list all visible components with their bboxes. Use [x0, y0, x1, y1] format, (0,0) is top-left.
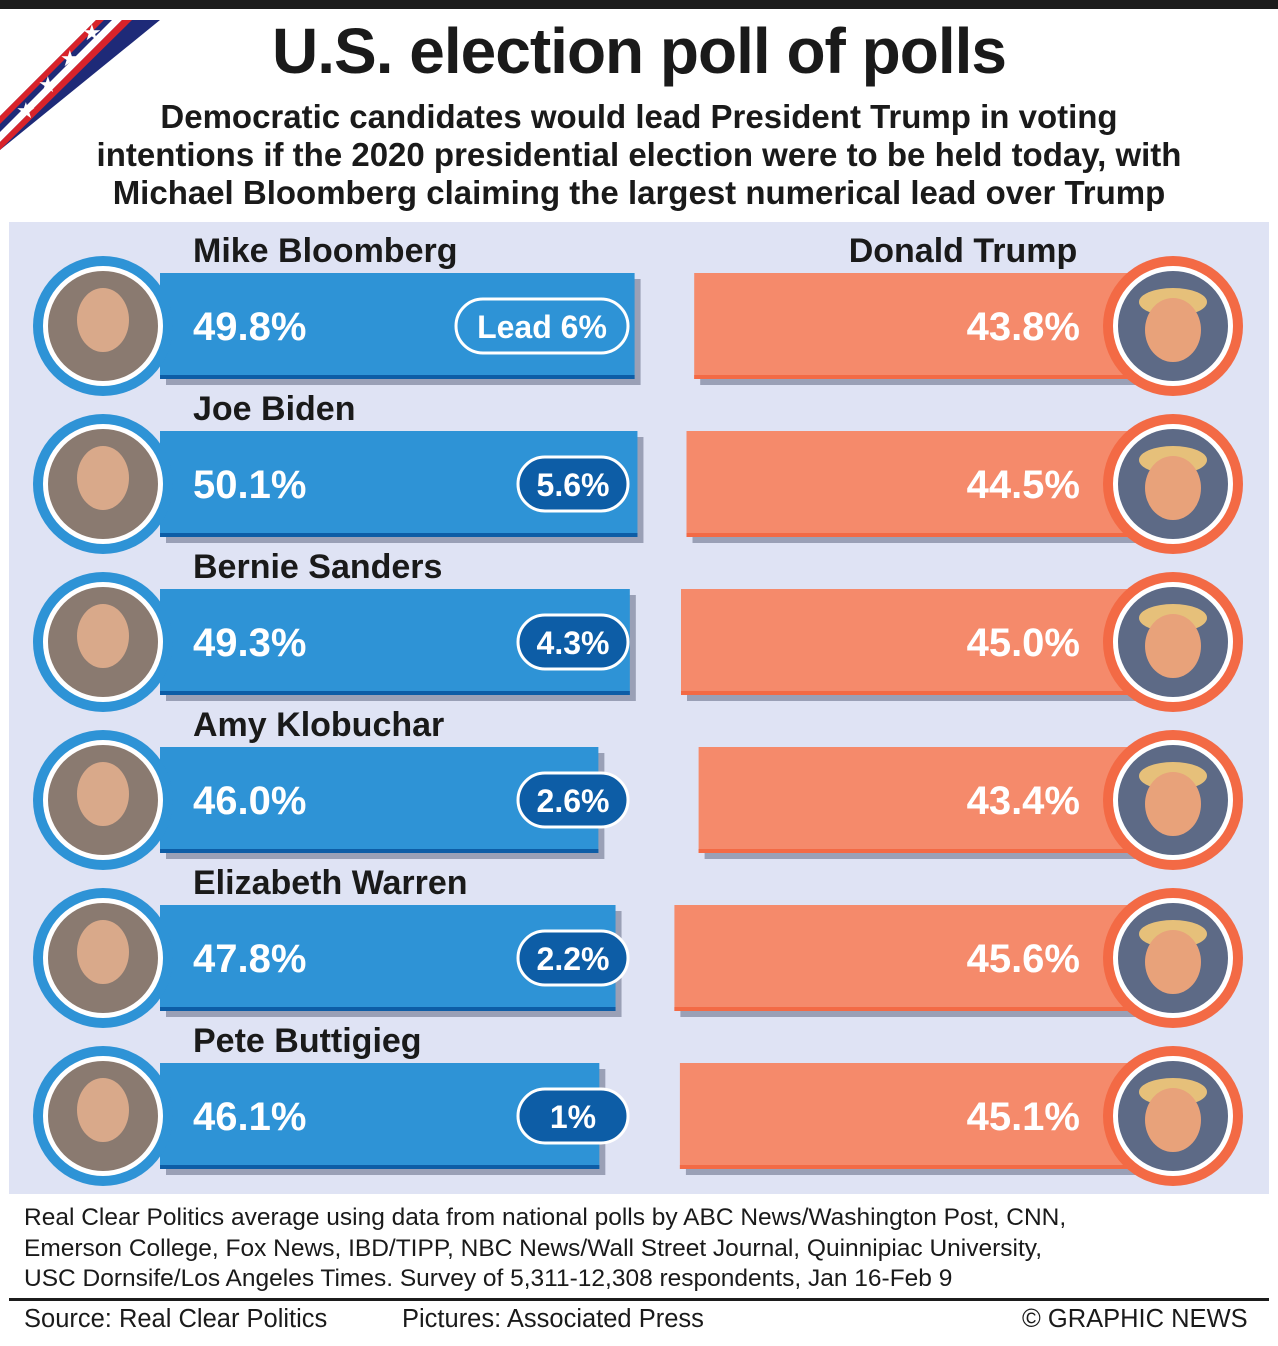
trump-bar-edge: [674, 1007, 1176, 1011]
dem-bar-edge: [160, 375, 635, 379]
note-line: Real Clear Politics average using data f…: [24, 1204, 1067, 1231]
lead-badge: [516, 455, 630, 513]
trump-bar: [674, 905, 1176, 1011]
candidate-face-icon: [77, 920, 129, 984]
subtitle-line: Michael Bloomberg claiming the largest n…: [112, 174, 1166, 211]
lead-value-label: 4.3%: [537, 625, 610, 661]
lead-badge: [516, 1087, 630, 1145]
trump-bar: [698, 747, 1176, 853]
candidate-name: Pete Buttigieg: [193, 1022, 422, 1060]
candidate-name: Mike Bloomberg: [193, 232, 457, 270]
candidate-name: Joe Biden: [193, 390, 355, 428]
trump-bar-edge: [694, 375, 1176, 379]
dem-value-label: 46.1%: [193, 1095, 306, 1139]
lead-badge: [516, 613, 630, 671]
poll-row: Bernie Sanders 49.3% 4.3% 45.0%: [33, 548, 1243, 712]
lead-value-label: 1%: [550, 1099, 596, 1135]
dem-value-label: 50.1%: [193, 463, 306, 507]
trump-face-icon: [1145, 298, 1201, 362]
candidate-name: Elizabeth Warren: [193, 864, 468, 902]
candidate-face-icon: [77, 762, 129, 826]
poll-row: Amy Klobuchar 46.0% 2.6% 43.4%: [33, 706, 1243, 870]
dem-bar-edge: [160, 1165, 600, 1169]
trump-bar-edge: [698, 849, 1176, 853]
trump-value-label: 45.1%: [967, 1095, 1080, 1139]
trump-bar: [686, 431, 1176, 537]
trump-face-icon: [1145, 614, 1201, 678]
dem-bar-edge: [160, 1007, 616, 1011]
dem-bar-edge: [160, 533, 638, 537]
trump-bar: [694, 273, 1176, 379]
trump-face-icon: [1145, 1088, 1201, 1152]
dem-bar-edge: [160, 691, 630, 695]
svg-text:★: ★: [38, 73, 58, 98]
candidate-name: Amy Klobuchar: [193, 706, 444, 744]
lead-badge: [454, 297, 630, 355]
trump-value-label: 45.0%: [967, 621, 1080, 665]
trump-bar-edge: [679, 1165, 1176, 1169]
graphic-news-credit: © GRAPHIC NEWS: [1022, 1305, 1248, 1333]
opponent-name: Donald Trump: [849, 232, 1078, 270]
candidate-face-icon: [77, 604, 129, 668]
poll-row: Joe Biden 50.1% 5.6% 44.5%: [33, 390, 1243, 554]
dem-value-label: 46.0%: [193, 779, 306, 823]
note-line: USC Dornsife/Los Angeles Times. Survey o…: [24, 1265, 953, 1292]
candidate-face-icon: [77, 446, 129, 510]
trump-face-icon: [1145, 456, 1201, 520]
trump-bar-edge: [686, 533, 1176, 537]
methodology-notes: Real Clear Politics average using data f…: [24, 1203, 1254, 1295]
svg-text:★: ★: [16, 99, 36, 124]
lead-badge: [516, 929, 630, 987]
lead-value-label: Lead 6%: [477, 309, 607, 345]
source-credit: Source: Real Clear Politics: [24, 1305, 328, 1333]
page-title: U.S. election poll of polls: [272, 15, 1007, 87]
top-rule: [0, 0, 1278, 9]
svg-text:★: ★: [60, 47, 80, 72]
flag-ribbon-icon: ★ ★ ★ ★: [0, 20, 160, 150]
trump-value-label: 44.5%: [967, 463, 1080, 507]
candidate-face-icon: [77, 288, 129, 352]
candidate-face-icon: [77, 1078, 129, 1142]
dem-bar-edge: [160, 849, 599, 853]
lead-value-label: 2.2%: [537, 941, 610, 977]
subtitle-line: Democratic candidates would lead Preside…: [160, 98, 1118, 135]
trump-value-label: 43.4%: [967, 779, 1080, 823]
subtitle: Democratic candidates would lead Preside…: [30, 98, 1248, 212]
lead-badge: [516, 771, 630, 829]
trump-bar-edge: [681, 691, 1176, 695]
trump-value-label: 45.6%: [967, 937, 1080, 981]
footer-rule: [9, 1298, 1269, 1301]
poll-row: Mike Bloomberg 49.8% Lead 6% 43.8%: [33, 232, 1243, 396]
trump-face-icon: [1145, 930, 1201, 994]
poll-row: Elizabeth Warren 47.8% 2.2% 45.6%: [33, 864, 1243, 1028]
subtitle-line: intentions if the 2020 presidential elec…: [96, 136, 1182, 173]
lead-value-label: 2.6%: [537, 783, 610, 819]
trump-face-icon: [1145, 772, 1201, 836]
poll-row: Pete Buttigieg 46.1% 1% 45.1%: [33, 1022, 1243, 1186]
note-line: Emerson College, Fox News, IBD/TIPP, NBC…: [24, 1234, 1043, 1262]
trump-bar: [679, 1063, 1176, 1169]
dem-value-label: 47.8%: [193, 937, 306, 981]
dem-value-label: 49.3%: [193, 621, 306, 665]
svg-text:★: ★: [82, 21, 102, 46]
lead-value-label: 5.6%: [537, 467, 610, 503]
dem-value-label: 49.8%: [193, 305, 306, 349]
pictures-credit: Pictures: Associated Press: [402, 1305, 704, 1333]
trump-bar: [681, 589, 1176, 695]
trump-value-label: 43.8%: [967, 305, 1080, 349]
candidate-name: Bernie Sanders: [193, 548, 442, 586]
